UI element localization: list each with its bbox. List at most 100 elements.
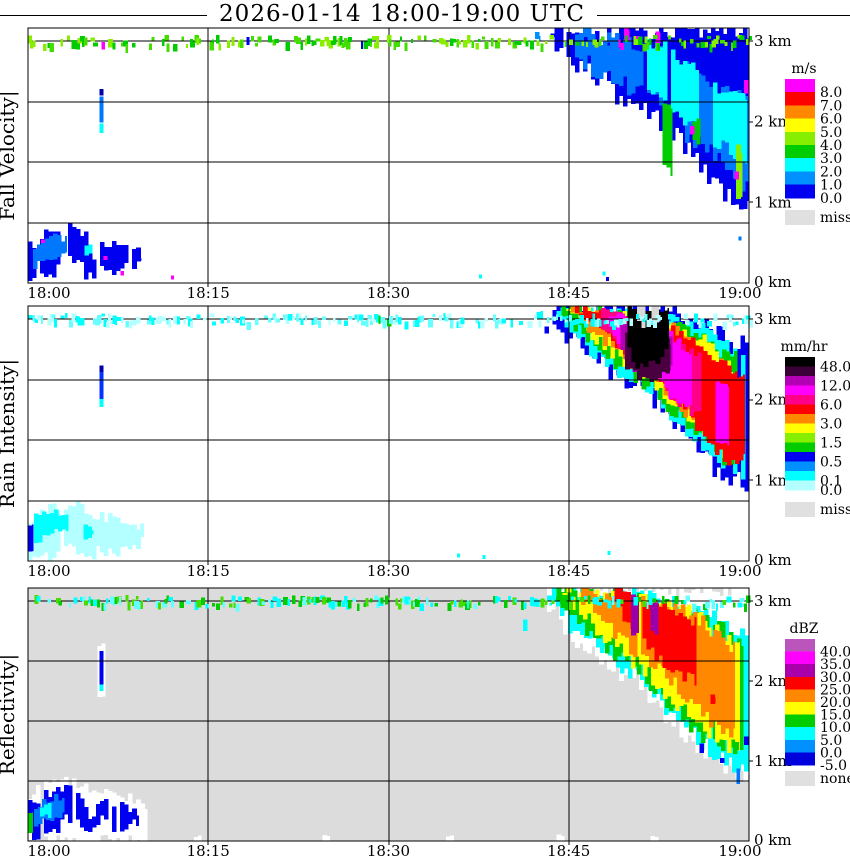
altitude-noise-speckles xyxy=(28,35,753,53)
feature-lowblob-green-sliver xyxy=(28,812,33,833)
km-label: 3 km xyxy=(754,32,792,50)
scatter-bins xyxy=(457,550,611,559)
x-tick-label: 18:00 xyxy=(27,842,70,860)
colorbar-segment xyxy=(785,702,815,716)
altitude-noise-speckles xyxy=(28,313,753,331)
colorbar-label: 4.0 xyxy=(820,138,842,154)
colorbar-segment xyxy=(785,131,815,146)
axis-ticks xyxy=(207,40,753,287)
feature-streak-cyan xyxy=(99,123,104,134)
colorbar-label: 5.0 xyxy=(820,125,842,141)
feature-streak-navy xyxy=(99,88,104,96)
colorbar-unit: m/s xyxy=(791,61,816,77)
colorbar-label: 6.0 xyxy=(820,398,842,414)
colorbar-label: 35.0 xyxy=(820,657,850,673)
feature-lowblob-magenta xyxy=(120,270,125,276)
colorbar-segment xyxy=(785,442,815,453)
colorbar-segment xyxy=(785,461,815,472)
x-tick-label: 18:30 xyxy=(367,562,410,580)
feature-magenta-speck xyxy=(624,28,630,41)
feature-storm-purple-col xyxy=(631,594,640,636)
colorbar-unit: dBZ xyxy=(790,621,819,637)
colorbar-label: 10.0 xyxy=(820,720,850,736)
colorbar-reflectivity: dBZ40.035.030.025.020.015.010.05.00.0-5.… xyxy=(785,621,850,787)
axis-ticks xyxy=(207,318,753,565)
colorbar-segment xyxy=(785,171,815,186)
feature-white-bottom-speck xyxy=(650,835,659,841)
feature-white-bottom-speck xyxy=(556,834,565,841)
feature-pre-speck xyxy=(535,31,541,41)
feature-storm-green-col-3 xyxy=(692,118,701,145)
x-tick-label: 19:00 xyxy=(718,284,761,302)
km-label: 2 km xyxy=(754,113,792,131)
page-title: 2026-01-14 18:00-19:00 UTC xyxy=(207,1,597,27)
colorbar-label: 2.0 xyxy=(820,164,842,180)
colorbar-segment xyxy=(785,105,815,120)
colorbar-label: 0.5 xyxy=(820,455,842,471)
x-tick-label: 18:45 xyxy=(547,842,590,860)
feature-white-bottom-speck xyxy=(193,835,202,841)
feature-white-bottom-speck xyxy=(322,834,331,841)
colorbar-label: 1.0 xyxy=(820,178,842,194)
feature-streak-blue xyxy=(99,96,104,123)
colorbar-segment xyxy=(785,118,815,133)
km-label: 0 km xyxy=(754,831,792,849)
colorbar-segment xyxy=(785,395,815,405)
colorbar-segment xyxy=(785,471,815,481)
colorbar-segment xyxy=(785,752,815,766)
colorbar-label: 0.0 xyxy=(820,483,842,499)
colorbar-segment xyxy=(785,433,815,443)
colorbar-segment xyxy=(785,689,815,703)
grid-lines xyxy=(28,588,749,841)
km-label: 1 km xyxy=(754,752,792,770)
colorbar-extra-swatch xyxy=(785,209,815,225)
feature-pre-speck xyxy=(544,326,549,334)
colorbar-extra-label: miss xyxy=(820,210,850,226)
colorbar-segment xyxy=(785,404,815,415)
feature-lowblob-cyan xyxy=(34,509,69,544)
colorbar-label: 5.0 xyxy=(820,733,842,749)
x-tick-label: 18:45 xyxy=(547,562,590,580)
feature-streak-cyan xyxy=(99,684,104,692)
km-label: 0 km xyxy=(754,551,792,569)
colorbar-unit: mm/hr xyxy=(781,339,828,355)
feature-storm-red-dot xyxy=(710,694,716,704)
feature-lowblob-cyan xyxy=(40,802,52,818)
colorbar-label: 20.0 xyxy=(820,695,850,711)
x-tick-label: 19:00 xyxy=(718,842,761,860)
feature-storm-green-col-1 xyxy=(662,103,673,177)
x-tick-label: 18:00 xyxy=(27,284,70,302)
colorbar-segment xyxy=(785,357,815,367)
colorbar-segment xyxy=(785,385,815,396)
feature-white-bottom-speck xyxy=(76,834,84,841)
colorbar-segment xyxy=(785,423,815,434)
x-tick-label: 18:30 xyxy=(367,284,410,302)
altitude-noise-speckles xyxy=(34,595,751,613)
axis-ticks xyxy=(207,600,753,845)
feature-lowblob-cyan xyxy=(84,244,93,256)
grid-lines xyxy=(28,306,749,561)
panel-reflectivity: 18:00 18:15 18:30 18:45 19:00 3 km 2 km 1 km 0 k… xyxy=(0,587,850,860)
colorbar-segment xyxy=(785,79,815,93)
colorbar-segment xyxy=(785,739,815,753)
x-tick-label: 18:15 xyxy=(187,284,230,302)
km-label: 2 km xyxy=(754,672,792,690)
x-tick-label: 18:45 xyxy=(547,284,590,302)
panel-title: Fall Velocity| xyxy=(0,90,20,220)
feature-storm-purple-col xyxy=(650,602,659,635)
colorbar-segment xyxy=(785,639,815,653)
colorbar-label: 12.0 xyxy=(820,379,850,395)
colorbar-label: 40.0 xyxy=(820,645,850,661)
heatmap-data-layer xyxy=(28,306,749,561)
km-label: 3 km xyxy=(754,592,792,610)
colorbar-label: 15.0 xyxy=(820,708,850,724)
colorbar-label: 3.0 xyxy=(820,417,842,433)
colorbar-segment xyxy=(785,452,815,462)
feature-blue-speck xyxy=(744,736,749,745)
feature-magenta-speck xyxy=(734,171,739,180)
feature-pre-speck xyxy=(523,619,528,632)
feature-pre-speck xyxy=(532,598,540,607)
colorbar-label: 6.0 xyxy=(820,112,842,128)
x-tick-label: 18:15 xyxy=(187,562,230,580)
